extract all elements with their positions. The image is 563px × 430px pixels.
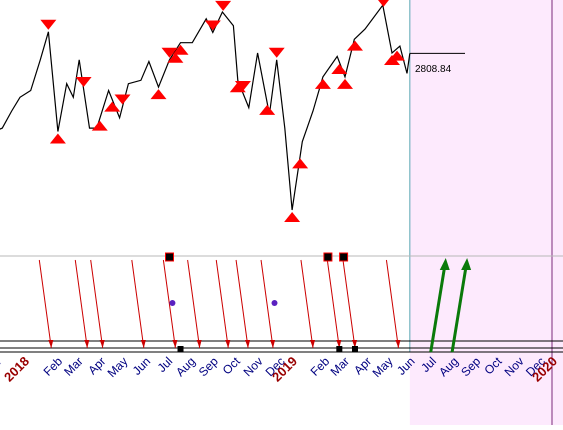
trough-marker: [389, 50, 406, 61]
trough-marker: [331, 63, 348, 74]
indicator-square-high: [339, 252, 349, 262]
month-tick-label: Sep: [196, 354, 221, 379]
red-arrow: [260, 259, 274, 349]
red-arrow-head: [270, 340, 276, 348]
month-tick-label: Apr: [85, 354, 108, 377]
month-tick-label: Feb: [41, 354, 66, 379]
peak-marker: [114, 94, 131, 105]
forecast-region: [409, 0, 563, 425]
trough-marker: [346, 40, 363, 51]
month-tick-label: Nov: [241, 354, 266, 379]
red-arrow-head: [336, 340, 342, 348]
trough-marker: [314, 78, 331, 89]
trough-marker: [337, 78, 354, 89]
year-tick-label: 2018: [1, 354, 32, 385]
month-tick-label: Apr: [351, 354, 374, 377]
indicator-square-high: [323, 252, 333, 262]
red-arrow: [131, 259, 145, 349]
trough-marker: [150, 89, 167, 100]
month-tick-label: Jul: [155, 354, 176, 375]
red-arrow: [342, 259, 356, 349]
red-arrow: [187, 259, 201, 349]
green-arrow-head: [439, 258, 450, 270]
red-arrow: [215, 259, 229, 349]
red-arrow-head: [225, 340, 231, 348]
peak-marker: [215, 0, 232, 11]
green-arrow: [450, 265, 468, 353]
indicator-square-low: [177, 346, 184, 352]
trough-marker: [284, 212, 301, 222]
red-arrow-head: [395, 340, 401, 348]
trough-marker: [172, 44, 189, 55]
peak-marker: [234, 81, 251, 92]
red-arrow: [300, 259, 314, 349]
peak-marker: [204, 20, 221, 31]
trough-marker: [91, 120, 108, 131]
red-arrow: [90, 259, 104, 349]
purple-dot: [271, 300, 278, 306]
peak-marker: [75, 77, 92, 88]
month-tick-label: Mar: [61, 354, 86, 379]
red-arrow-head: [172, 340, 178, 348]
month-tick-label: May: [370, 354, 396, 380]
trough-marker: [229, 82, 246, 93]
trough-marker: [104, 101, 121, 112]
red-arrow-head: [351, 340, 357, 348]
indicator-square-low: [336, 346, 343, 352]
month-tick-label: Mar: [328, 354, 353, 379]
green-arrow: [429, 265, 447, 353]
red-arrow-head: [48, 340, 54, 348]
red-arrow: [326, 259, 340, 349]
trough-marker: [259, 104, 276, 115]
indicator-square-high: [165, 252, 175, 262]
red-arrow-head: [196, 340, 202, 348]
peak-marker: [161, 47, 178, 58]
month-tick-label: May: [105, 354, 131, 380]
red-arrow-head: [309, 340, 315, 348]
trough-marker: [167, 52, 184, 63]
month-tick-label: Aug: [173, 354, 198, 379]
trough-marker: [49, 133, 66, 144]
month-tick-label: Oct: [220, 354, 244, 378]
red-arrow: [235, 259, 249, 349]
peak-marker: [40, 19, 57, 30]
red-arrow: [162, 259, 176, 349]
red-arrow-head: [99, 340, 105, 348]
red-arrow-head: [140, 340, 146, 348]
red-arrow: [385, 259, 399, 349]
purple-dot: [169, 300, 176, 306]
red-arrow: [74, 259, 88, 349]
indicator-square-low: [351, 346, 358, 352]
last-price-label: 2808.84: [415, 64, 452, 75]
peak-marker: [268, 47, 285, 58]
red-arrow-head: [84, 340, 90, 348]
red-arrow: [38, 259, 52, 349]
price-line: [0, 3, 411, 211]
peak-marker: [378, 0, 389, 7]
month-tick-label: Jun: [130, 354, 154, 378]
red-arrow-head: [245, 340, 251, 348]
trough-marker: [292, 158, 309, 169]
green-arrow-head: [461, 258, 472, 270]
